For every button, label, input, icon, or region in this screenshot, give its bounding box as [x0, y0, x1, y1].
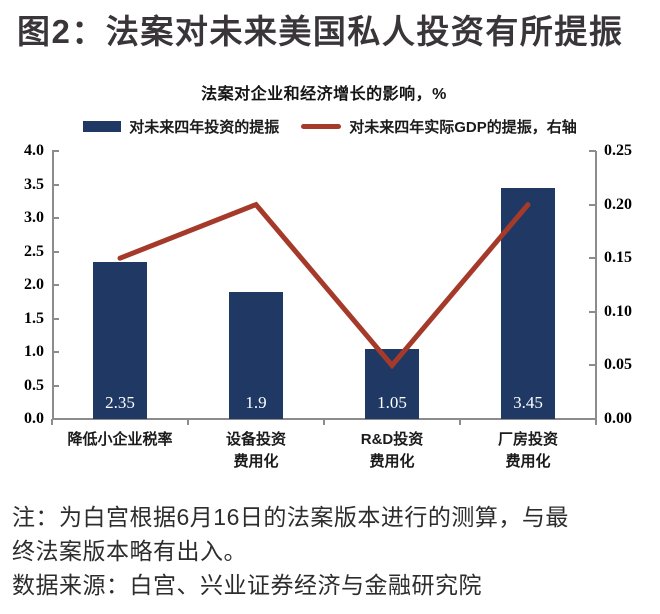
left-tick-label: 4.0 — [24, 142, 44, 159]
x-tick-mark — [323, 419, 325, 425]
left-tick-mark — [52, 317, 59, 320]
bar-value-label: 1.9 — [245, 392, 267, 412]
x-category-label: 降低小企业税率 — [67, 431, 173, 448]
left-tick-label: 1.0 — [24, 343, 44, 360]
bar-value-label: 2.35 — [105, 392, 135, 412]
line-series-swatch — [301, 123, 342, 129]
left-tick-mark — [52, 351, 59, 353]
left-tick-label: 2.5 — [24, 242, 44, 260]
page-title: 图2：法案对未来美国私人投资有所提振 — [17, 13, 624, 50]
left-tick-mark — [52, 150, 59, 152]
left-tick-mark — [52, 183, 59, 186]
bar-value-label: 1.05 — [377, 392, 407, 412]
left-tick-label: 3.5 — [24, 175, 44, 193]
bar-value-label: 3.45 — [513, 392, 543, 412]
x-category-label: 设备投资 费用化 — [225, 431, 287, 470]
right-tick-label: 0.20 — [604, 195, 632, 213]
right-tick-label: 0.00 — [604, 410, 632, 427]
left-tick-mark — [52, 418, 59, 420]
right-axis-line — [595, 151, 597, 419]
source-text: 数据来源：白宫、兴业证券经济与金融研究院 — [12, 572, 482, 598]
left-tick-label: 1.5 — [24, 309, 44, 327]
gdp-line-series — [117, 201, 531, 370]
footnotes: 注：为白宫根据6月16日的法案版本进行的测算，与最 终法案版本略有出入。 数据来… — [12, 500, 652, 602]
left-tick-mark — [52, 284, 59, 286]
right-tick-mark — [589, 150, 596, 152]
x-tick-mark — [51, 419, 53, 425]
left-tick-label: 3.0 — [24, 209, 44, 226]
bar: 1.05 — [365, 348, 419, 419]
right-tick-label: 0.25 — [604, 142, 632, 159]
x-tick-mark — [187, 419, 189, 425]
left-tick-mark — [52, 217, 59, 219]
right-tick-label: 0.15 — [604, 249, 632, 267]
bar: 2.35 — [93, 261, 147, 419]
x-category-label: R&D投资 费用化 — [360, 431, 424, 470]
x-category-label: 厂房投资 费用化 — [497, 431, 559, 470]
x-tick-mark — [595, 419, 597, 425]
right-tick-mark — [589, 418, 596, 420]
left-tick-mark — [52, 384, 59, 387]
left-tick-label: 0.0 — [24, 410, 44, 427]
legend-bar-label: 对未来四年投资的提振 — [129, 118, 280, 136]
legend: 对未来四年投资的提振 对未来四年实际GDP的提振，右轴 — [0, 114, 660, 138]
bar-series-swatch — [83, 120, 122, 132]
chart-title: 法案对企业和经济增长的影响，% — [201, 86, 447, 103]
right-tick-label: 0.10 — [604, 302, 632, 320]
note-text-line1: 注：为白宫根据6月16日的法案版本进行的测算，与最 — [12, 504, 569, 530]
right-tick-mark — [589, 310, 596, 313]
left-tick-label: 2.0 — [24, 276, 44, 293]
left-tick-label: 0.5 — [24, 376, 44, 394]
right-tick-mark — [589, 203, 596, 206]
right-tick-mark — [589, 257, 596, 260]
right-tick-mark — [589, 364, 596, 367]
left-tick-mark — [52, 250, 59, 253]
right-tick-label: 0.05 — [604, 356, 632, 374]
legend-line-label: 对未来四年实际GDP的提振，右轴 — [349, 118, 577, 136]
bar: 1.9 — [229, 291, 283, 419]
gdp-line-path — [117, 201, 531, 370]
note-text-line2: 终法案版本略有出入。 — [12, 538, 247, 564]
x-tick-mark — [459, 419, 461, 425]
